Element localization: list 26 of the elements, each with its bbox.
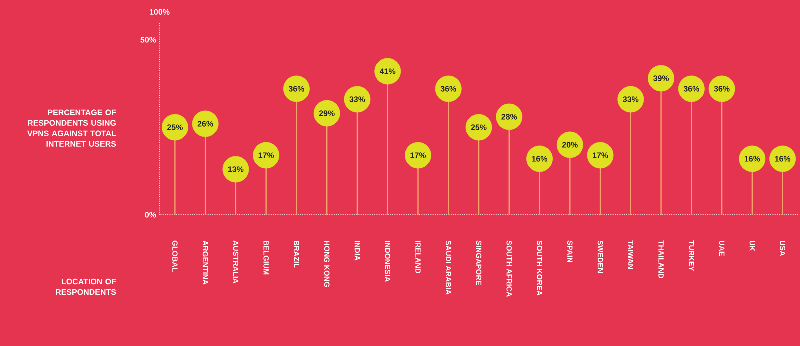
text: 100% (150, 9, 170, 15)
data-label: 16% (775, 156, 791, 162)
data-label: 29% (319, 110, 335, 116)
data-label: 17% (258, 152, 274, 158)
data-label: 16% (532, 156, 548, 162)
data-label: 33% (623, 96, 639, 102)
data-label: 17% (410, 152, 426, 158)
data-label: 36% (440, 86, 456, 92)
data-label: 25% (167, 124, 183, 130)
data-label: 20% (562, 142, 578, 148)
y-tick-label: 50% (140, 37, 156, 43)
data-label: 41% (380, 68, 396, 74)
data-label: 25% (471, 124, 487, 130)
data-label: 16% (744, 156, 760, 162)
data-label: 39% (653, 76, 670, 82)
y-axis-title: PERCENTAGE OF RESPONDENTS USING VPNS AGAINST TOTAL INTERNET USERS (27, 110, 116, 147)
data-label: 17% (593, 152, 608, 158)
data-label: 36% (288, 86, 305, 92)
data-label: 28% (502, 114, 518, 120)
data-label: 33% (350, 96, 366, 102)
data-label: 13% (228, 166, 244, 172)
x-axis-title: LOCATION OF RESPONDENTS (56, 278, 116, 296)
data-label: 36% (684, 86, 700, 92)
y-tick-label: 0% (145, 212, 156, 218)
data-label: 26% (198, 121, 214, 127)
data-label: 36% (714, 86, 730, 92)
